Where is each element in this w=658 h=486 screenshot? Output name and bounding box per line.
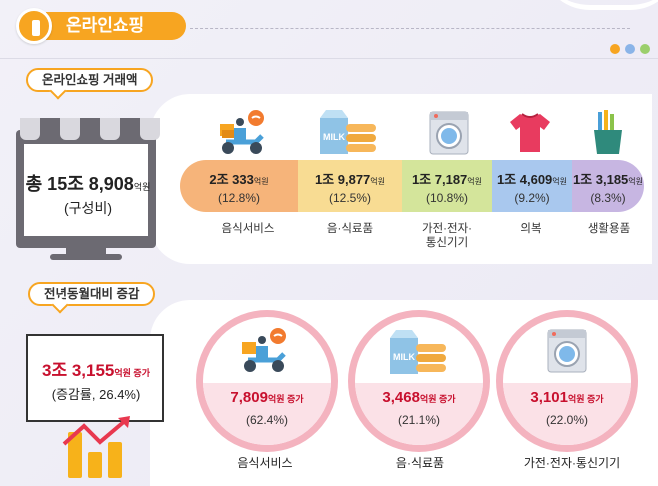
increase-box [26, 334, 164, 422]
yoy-circle-food: 3,468억원 증가 (21.1%) [348, 310, 490, 452]
milk-carton-icon: MILK [390, 330, 446, 374]
dot-blue-icon [625, 44, 635, 54]
toothbrush-cup-icon [594, 110, 622, 154]
monitor-stand [66, 246, 106, 256]
yoy-circle-food-service: 7,809억원 증가 (62.4%) [196, 310, 338, 452]
milk-carton-icon: MILK [320, 110, 376, 154]
category-electronics: 1조 7,187억원 (10.8%) [402, 160, 492, 212]
page-title: 온라인쇼핑 [46, 12, 186, 40]
decorative-dots [610, 44, 650, 54]
store-monitor [16, 130, 156, 248]
category-food-service: 2조 333억원 (12.8%) [180, 160, 298, 212]
category-household: 1조 3,185억원 (8.3%) [572, 160, 644, 212]
washing-machine-icon [547, 329, 587, 373]
total-volume: 총 15조 8,908억원 [25, 174, 151, 194]
category-name: 음·식료품 [326, 223, 374, 235]
store-awning-icon [20, 118, 160, 140]
yoy-category-name: 음·식료품 [395, 456, 445, 470]
tshirt-icon [510, 113, 550, 152]
delivery-scooter-icon [220, 110, 264, 154]
total-increase: 3조 3,155억원 증가 [42, 361, 150, 380]
yoy-circle-electronics: 3,101억원 증가 (22.0%) [496, 310, 638, 452]
delivery-scooter-icon [242, 328, 286, 372]
decorative-arc [540, 0, 658, 10]
section-label-volume: 온라인쇼핑 거래액 [26, 68, 154, 92]
coin-stack-icon [68, 432, 82, 478]
coin-stack-icon [88, 452, 102, 478]
section-label-yoy: 전년동월대비 증감 [28, 282, 156, 306]
category-name: 의복 [520, 223, 542, 235]
divider [0, 58, 658, 59]
category-name: 음식서비스 [221, 223, 275, 235]
category-name: 가전·전자· 통신기기 [422, 223, 472, 249]
growth-arrow-icon [62, 416, 130, 446]
coin-stack-icon [108, 442, 122, 478]
svg-text:MILK: MILK [323, 132, 345, 142]
dot-green-icon [640, 44, 650, 54]
total-volume-note: (구성비) [64, 200, 112, 216]
washing-machine-icon [429, 111, 469, 155]
header-badge-icon [16, 8, 52, 44]
category-food: 1조 9,877억원 (12.5%) [298, 160, 402, 212]
header-dashed-line [190, 28, 630, 29]
dot-orange-icon [610, 44, 620, 54]
monitor-base [50, 254, 122, 260]
category-clothing: 1조 4,609억원 (9.2%) [492, 160, 572, 212]
yoy-category-name: 가전·전자·통신기기 [523, 456, 621, 470]
category-name: 생활용품 [587, 223, 631, 235]
increase-rate: (증감률, 26.4%) [51, 387, 141, 402]
yoy-category-name: 음식서비스 [237, 456, 293, 470]
svg-text:MILK: MILK [393, 352, 415, 362]
